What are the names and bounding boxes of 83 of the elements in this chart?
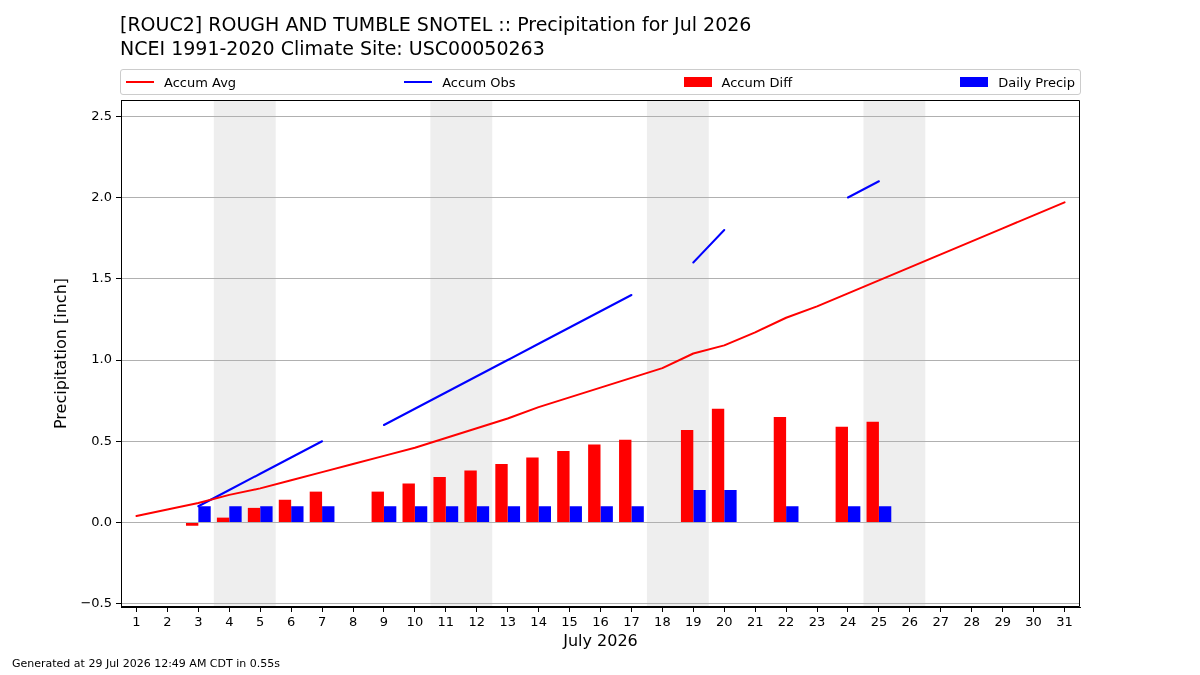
bar xyxy=(631,506,644,522)
x-tick-label: 25 xyxy=(870,614,888,630)
y-tick-label: 0.0 xyxy=(91,513,112,529)
x-tick-label: 21 xyxy=(746,614,764,630)
bar xyxy=(260,506,273,522)
bar xyxy=(866,421,879,522)
bar xyxy=(693,490,706,522)
x-tick-label: 11 xyxy=(437,614,455,630)
bar xyxy=(464,470,477,522)
bar xyxy=(847,506,861,522)
x-tick-label: 22 xyxy=(777,614,795,630)
x-tick-label: 8 xyxy=(348,614,358,630)
legend-label: Accum Avg xyxy=(164,74,237,90)
x-tick-label: 5 xyxy=(256,614,265,630)
x-tick-label: 2 xyxy=(163,614,172,630)
x-tick-label: 28 xyxy=(963,614,980,630)
x-tick-label: 3 xyxy=(194,614,203,630)
y-tick-label: 1.5 xyxy=(91,270,112,286)
x-tick-label: 23 xyxy=(808,614,826,630)
x-tick-label: 4 xyxy=(225,614,234,630)
legend-label: Accum Obs xyxy=(442,74,516,90)
x-tick-label: 20 xyxy=(715,614,733,630)
bar xyxy=(414,506,428,522)
x-tick-label: 1 xyxy=(132,614,141,630)
y-tick-label: 0.5 xyxy=(91,432,112,448)
x-tick-label: 24 xyxy=(839,614,857,630)
x-tick-label: 17 xyxy=(623,614,640,630)
x-tick-label: 9 xyxy=(379,614,389,630)
bar xyxy=(786,506,799,522)
x-tick-label: 12 xyxy=(468,614,486,630)
bar xyxy=(383,506,397,522)
bar xyxy=(711,408,725,522)
y-tick-label: −0.5 xyxy=(80,595,112,611)
bar xyxy=(445,506,459,522)
bar xyxy=(878,506,892,522)
x-tick-label: 19 xyxy=(685,614,702,630)
bar xyxy=(538,506,551,522)
x-tick-label: 13 xyxy=(499,614,516,630)
x-tick-label: 18 xyxy=(654,614,671,630)
bar xyxy=(247,507,261,522)
bar xyxy=(433,477,446,522)
x-tick-label: 26 xyxy=(901,614,919,630)
bar xyxy=(309,491,323,522)
bar xyxy=(557,451,570,522)
y-axis-title: Precipitation [inch] xyxy=(50,277,70,430)
bar xyxy=(526,457,539,522)
bar xyxy=(835,426,848,522)
x-tick-label: 14 xyxy=(530,614,547,630)
x-tick-label: 27 xyxy=(932,614,950,630)
y-tick-label: 2.5 xyxy=(91,107,112,123)
bar xyxy=(278,499,292,522)
x-tick-label: 29 xyxy=(994,614,1011,630)
x-axis-title: July 2026 xyxy=(562,630,638,650)
bar xyxy=(680,429,694,522)
x-tick-label: 7 xyxy=(317,614,327,630)
x-tick-label: 31 xyxy=(1056,614,1073,630)
bar xyxy=(724,490,737,522)
x-tick-label: 16 xyxy=(592,614,609,630)
text: Generated at 29 Jul 2026 12:49 AM CDT in 0.55s xyxy=(12,657,280,671)
bar xyxy=(476,506,490,522)
bar xyxy=(322,506,335,522)
legend-label: Accum Diff xyxy=(721,74,793,90)
bar xyxy=(773,416,787,522)
bar xyxy=(495,464,508,522)
bar xyxy=(619,439,632,522)
x-tick-label: 30 xyxy=(1025,614,1042,630)
bar xyxy=(229,506,242,522)
x-tick-label: 15 xyxy=(561,614,578,630)
bar xyxy=(569,506,582,522)
legend-label: Daily Precip xyxy=(998,74,1075,90)
bar xyxy=(185,523,199,526)
bar xyxy=(507,506,521,522)
bar xyxy=(371,491,384,522)
y-tick-label: 1.0 xyxy=(91,351,112,367)
bar xyxy=(588,444,601,522)
y-tick-label: 2.0 xyxy=(91,188,112,204)
bar xyxy=(600,506,613,522)
x-tick-label: 6 xyxy=(287,614,296,630)
bar xyxy=(402,483,415,522)
chart-title: [ROUC2] ROUGH AND TUMBLE SNOTEL :: Precipitation for Jul 2026 xyxy=(120,12,752,36)
x-tick-label: 10 xyxy=(406,614,424,630)
chart-subtitle: NCEI 1991-2020 Climate Site: USC00050263 xyxy=(120,36,545,60)
bar xyxy=(291,506,304,522)
